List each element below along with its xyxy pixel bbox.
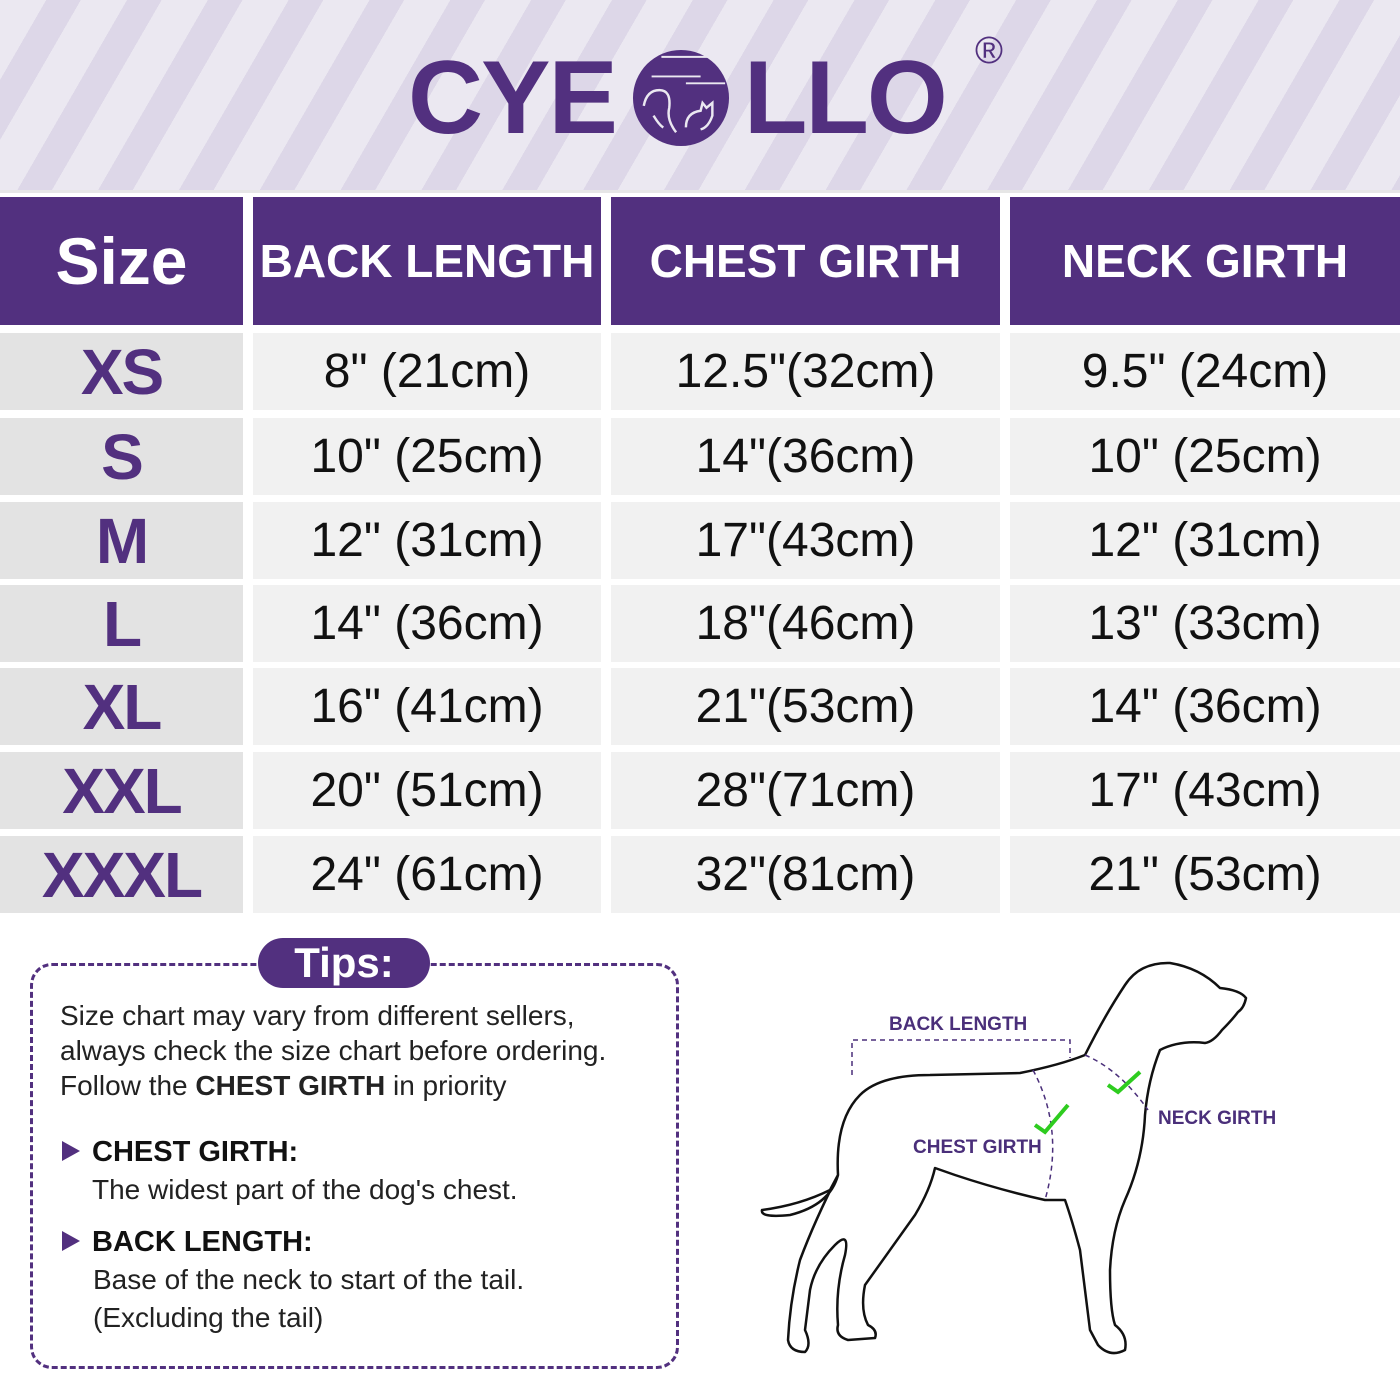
tip-desc-line: (Excluding the tail) xyxy=(93,1302,324,1333)
header-size: Size xyxy=(0,197,243,325)
check-icon xyxy=(1106,1070,1142,1095)
tips-text: in priority xyxy=(385,1070,507,1101)
dog-outline xyxy=(760,961,1248,1355)
size-label: S xyxy=(0,418,243,495)
back-value: 20" (51cm) xyxy=(253,752,601,829)
logo-text-left: CYE xyxy=(408,40,618,156)
registered-mark: ® xyxy=(975,30,1003,72)
tips-line: Follow the CHEST GIRTH in priority xyxy=(60,1068,670,1103)
tip-title: BACK LENGTH: xyxy=(92,1226,313,1258)
label-neck-girth: NECK GIRTH xyxy=(1158,1108,1277,1129)
size-label: M xyxy=(0,502,243,579)
back-value: 10" (25cm) xyxy=(253,418,601,495)
header-banner: CYE LLO ® xyxy=(0,0,1400,193)
size-label: XS xyxy=(0,333,243,410)
chest-value: 28"(71cm) xyxy=(611,752,1000,829)
tip-chest-girth: CHEST GIRTH: xyxy=(62,1136,298,1169)
header-neck-girth: NECK GIRTH xyxy=(1010,197,1400,325)
back-value: 8" (21cm) xyxy=(253,333,601,410)
label-back-length: BACK LENGTH xyxy=(889,1014,1028,1035)
header-chest-girth: CHEST GIRTH xyxy=(611,197,1000,325)
tip-desc: Base of the neck to start of the tail. (E… xyxy=(93,1261,524,1337)
back-value: 16" (41cm) xyxy=(253,668,601,745)
tips-text: Follow the xyxy=(60,1070,196,1101)
tips-bold: CHEST GIRTH xyxy=(195,1070,386,1101)
tips-title: Tips: xyxy=(258,938,430,988)
neck-value: 10" (25cm) xyxy=(1010,418,1400,495)
chest-value: 21"(53cm) xyxy=(611,668,1000,745)
neck-value: 21" (53cm) xyxy=(1010,836,1400,913)
label-chest-girth: CHEST GIRTH xyxy=(913,1137,1042,1158)
tip-title: CHEST GIRTH: xyxy=(92,1136,299,1168)
chest-value: 12.5"(32cm) xyxy=(611,333,1000,410)
chest-value: 17"(43cm) xyxy=(611,502,1000,579)
neck-value: 9.5" (24cm) xyxy=(1010,333,1400,410)
size-label: L xyxy=(0,585,243,662)
tips-intro: Size chart may vary from different selle… xyxy=(60,998,670,1103)
triangle-bullet-icon xyxy=(62,1141,80,1161)
neck-value: 13" (33cm) xyxy=(1010,585,1400,662)
size-label: XXXL xyxy=(0,836,243,913)
size-label: XL xyxy=(0,668,243,745)
neck-value: 17" (43cm) xyxy=(1010,752,1400,829)
chest-value: 32"(81cm) xyxy=(611,836,1000,913)
tip-desc: The widest part of the dog's chest. xyxy=(92,1174,518,1205)
back-value: 24" (61cm) xyxy=(253,836,601,913)
tips-line: Size chart may vary from different selle… xyxy=(60,1000,575,1031)
logo-text-right: LLO xyxy=(743,40,948,156)
back-length-bracket xyxy=(851,1039,1071,1075)
check-icon xyxy=(1033,1103,1070,1135)
back-value: 12" (31cm) xyxy=(253,502,601,579)
chest-girth-line xyxy=(1032,1069,1054,1201)
brand-logo: CYE LLO xyxy=(408,40,948,156)
back-value: 14" (36cm) xyxy=(253,585,601,662)
tips-line: always check the size chart before order… xyxy=(60,1035,607,1066)
size-label: XXL xyxy=(0,752,243,829)
tip-desc-line: Base of the neck to start of the tail. xyxy=(93,1264,525,1295)
tip-back-length: BACK LENGTH: xyxy=(62,1226,313,1259)
pet-orb-icon xyxy=(632,49,729,147)
chest-value: 14"(36cm) xyxy=(611,418,1000,495)
neck-value: 12" (31cm) xyxy=(1010,502,1400,579)
chest-value: 18"(46cm) xyxy=(611,585,1000,662)
triangle-bullet-icon xyxy=(62,1231,80,1251)
neck-value: 14" (36cm) xyxy=(1010,668,1400,745)
header-back-length: BACK LENGTH xyxy=(253,197,601,325)
neck-girth-line xyxy=(1084,1054,1149,1111)
